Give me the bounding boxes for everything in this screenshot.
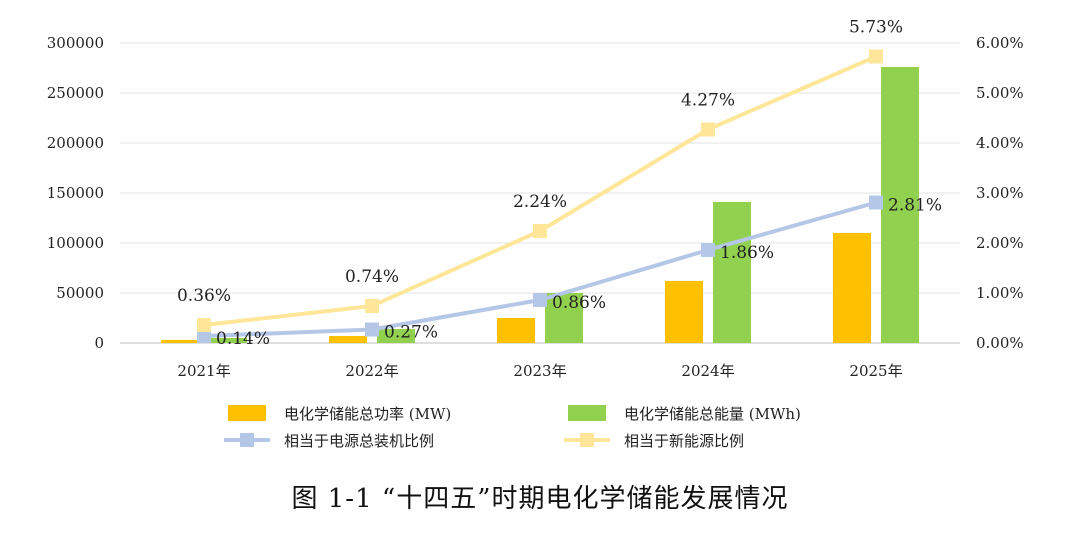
line-marker: [533, 293, 547, 307]
bar-energy: [881, 67, 919, 343]
data-label: 0.27%: [384, 323, 438, 343]
x-tick-label: 2024年: [681, 362, 734, 380]
series-line-new-energy: [203, 54, 877, 327]
line-marker: [365, 322, 379, 337]
y-right-tick-label: 4.00%: [976, 134, 1024, 152]
x-tick-label: 2023年: [513, 362, 566, 380]
bar-power: [665, 281, 703, 343]
x-tick-label: 2021年: [177, 362, 230, 380]
legend-label: 相当于电源总装机比例: [284, 432, 434, 450]
bar-power: [329, 336, 367, 343]
x-tick-label: 2022年: [345, 362, 398, 380]
line-marker: [197, 318, 211, 332]
bar-energy: [713, 202, 751, 343]
legend-swatch: [228, 405, 266, 421]
y-right-tick-label: 6.00%: [976, 34, 1024, 52]
line-marker: [701, 122, 715, 137]
legend-marker: [580, 433, 594, 447]
legend-swatch: [568, 405, 606, 421]
data-label: 0.36%: [177, 286, 231, 306]
y-left-tick-label: 100000: [47, 234, 104, 252]
data-label: 0.14%: [216, 329, 270, 349]
series-line-total-capacity: [203, 200, 877, 338]
data-label: 2.81%: [888, 196, 942, 216]
data-label: 0.74%: [345, 267, 399, 287]
y-right-tick-label: 0.00%: [976, 334, 1024, 352]
y-left-tick-label: 0: [94, 334, 104, 352]
figure-caption: 图 1-1 “十四五”时期电化学储能发展情况: [291, 484, 789, 514]
data-label: 2.24%: [513, 192, 567, 212]
y-left-tick-label: 200000: [47, 134, 104, 152]
y-left-tick-label: 250000: [47, 84, 104, 102]
legend-label: 电化学储能总功率 (MW): [284, 405, 451, 423]
data-label: 0.86%: [552, 293, 606, 313]
y-right-tick-label: 5.00%: [976, 84, 1024, 102]
legend-label: 相当于新能源比例: [624, 432, 744, 450]
line-marker: [365, 299, 379, 313]
y-right-tick-label: 3.00%: [976, 184, 1024, 202]
data-label: 1.86%: [720, 243, 774, 263]
bar-power: [497, 318, 535, 343]
line-marker: [533, 224, 547, 238]
line-marker: [701, 243, 715, 257]
bar-energy: [209, 338, 247, 343]
line-marker: [869, 195, 883, 210]
bar-power: [833, 233, 871, 343]
line-marker: [197, 329, 211, 343]
line-marker: [869, 49, 883, 64]
bar-energy: [545, 293, 583, 343]
y-left-tick-label: 150000: [47, 184, 104, 202]
legend-marker: [240, 433, 254, 447]
y-right-tick-label: 2.00%: [976, 234, 1024, 252]
y-left-tick-label: 50000: [56, 284, 104, 302]
data-label: 4.27%: [681, 91, 735, 111]
legend-label: 电化学储能总能量 (MWh): [624, 405, 801, 423]
y-right-tick-label: 1.00%: [976, 284, 1024, 302]
bar-power: [161, 340, 199, 343]
x-tick-label: 2025年: [849, 362, 902, 380]
bar-energy: [377, 329, 415, 343]
data-label: 5.73%: [849, 18, 903, 38]
y-left-tick-label: 300000: [47, 34, 104, 52]
